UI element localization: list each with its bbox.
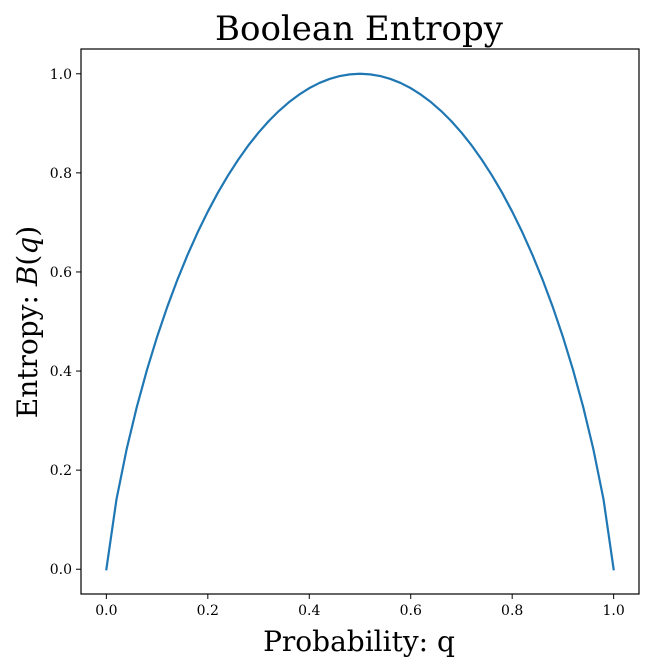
data-point (430, 101, 432, 103)
data-point (410, 87, 412, 89)
y-axis-label-close-paren: ) (11, 226, 44, 237)
data-point (359, 73, 361, 75)
data-point (146, 369, 148, 371)
data-point (389, 78, 391, 80)
y-tick-label: 0.6 (50, 265, 72, 281)
data-point (156, 336, 158, 338)
y-axis-label: Entropy: B(q) (11, 226, 44, 418)
data-point (450, 120, 452, 122)
y-tick-label: 1.0 (50, 67, 72, 83)
data-point (511, 211, 513, 213)
data-point (197, 231, 199, 233)
plot-frame (80, 48, 640, 595)
y-tick-label: 0.8 (50, 166, 72, 182)
data-point (582, 406, 584, 408)
data-point (207, 211, 209, 213)
x-axis-label: Probability: q (263, 625, 455, 658)
data-point (349, 73, 351, 75)
x-tick-label: 0.2 (197, 603, 219, 619)
data-point (187, 254, 189, 256)
y-axis-label-prefix: Entropy: (11, 286, 44, 418)
x-tick-label: 0.4 (298, 603, 320, 619)
data-point (268, 120, 270, 122)
data-point (542, 279, 544, 281)
data-point (552, 306, 554, 308)
y-axis-label-var: B (11, 266, 44, 288)
data-point (613, 568, 615, 570)
data-point (440, 110, 442, 112)
data-point (491, 174, 493, 176)
data-point (318, 82, 320, 84)
data-point (217, 192, 219, 194)
data-point (400, 82, 402, 84)
data-point (471, 144, 473, 146)
data-point (460, 132, 462, 134)
data-point (602, 498, 604, 500)
x-tick-label: 1.0 (603, 603, 625, 619)
data-point (105, 568, 107, 570)
x-tick-label: 0.6 (400, 603, 422, 619)
data-point (176, 279, 178, 281)
plot-area: 0.0 0.2 0.4 0.6 0.8 1.0 0.0 0.2 0.4 0.6 0.8 1.0 (50, 48, 640, 619)
data-point (298, 94, 300, 96)
y-axis-label-arg: q (11, 237, 44, 255)
data-point (369, 73, 371, 75)
data-point (237, 159, 239, 161)
x-tick-label: 0.8 (501, 603, 523, 619)
data-point (531, 254, 533, 256)
data-point (227, 174, 229, 176)
x-tick-label: 0.0 (95, 603, 117, 619)
data-point (481, 159, 483, 161)
data-point (288, 101, 290, 103)
data-point (339, 75, 341, 77)
data-point (562, 336, 564, 338)
data-point (278, 110, 280, 112)
data-point (572, 369, 574, 371)
y-axis-label-open-paren: ( (11, 255, 44, 266)
data-point (166, 306, 168, 308)
y-tick-label: 0.0 (50, 562, 72, 578)
data-point (247, 144, 249, 146)
data-point (308, 87, 310, 89)
y-tick-label: 0.4 (50, 364, 72, 380)
data-point (379, 75, 381, 77)
data-point (126, 448, 128, 450)
data-point (592, 448, 594, 450)
series-line-0 (105, 72, 615, 571)
data-point (501, 192, 503, 194)
data-point (420, 94, 422, 96)
data-point (521, 231, 523, 233)
data-point (258, 132, 260, 134)
data-point (329, 78, 331, 80)
y-tick-label: 0.2 (50, 463, 72, 479)
data-point (136, 406, 138, 408)
chart-title: Boolean Entropy (215, 9, 504, 49)
data-point (116, 498, 118, 500)
